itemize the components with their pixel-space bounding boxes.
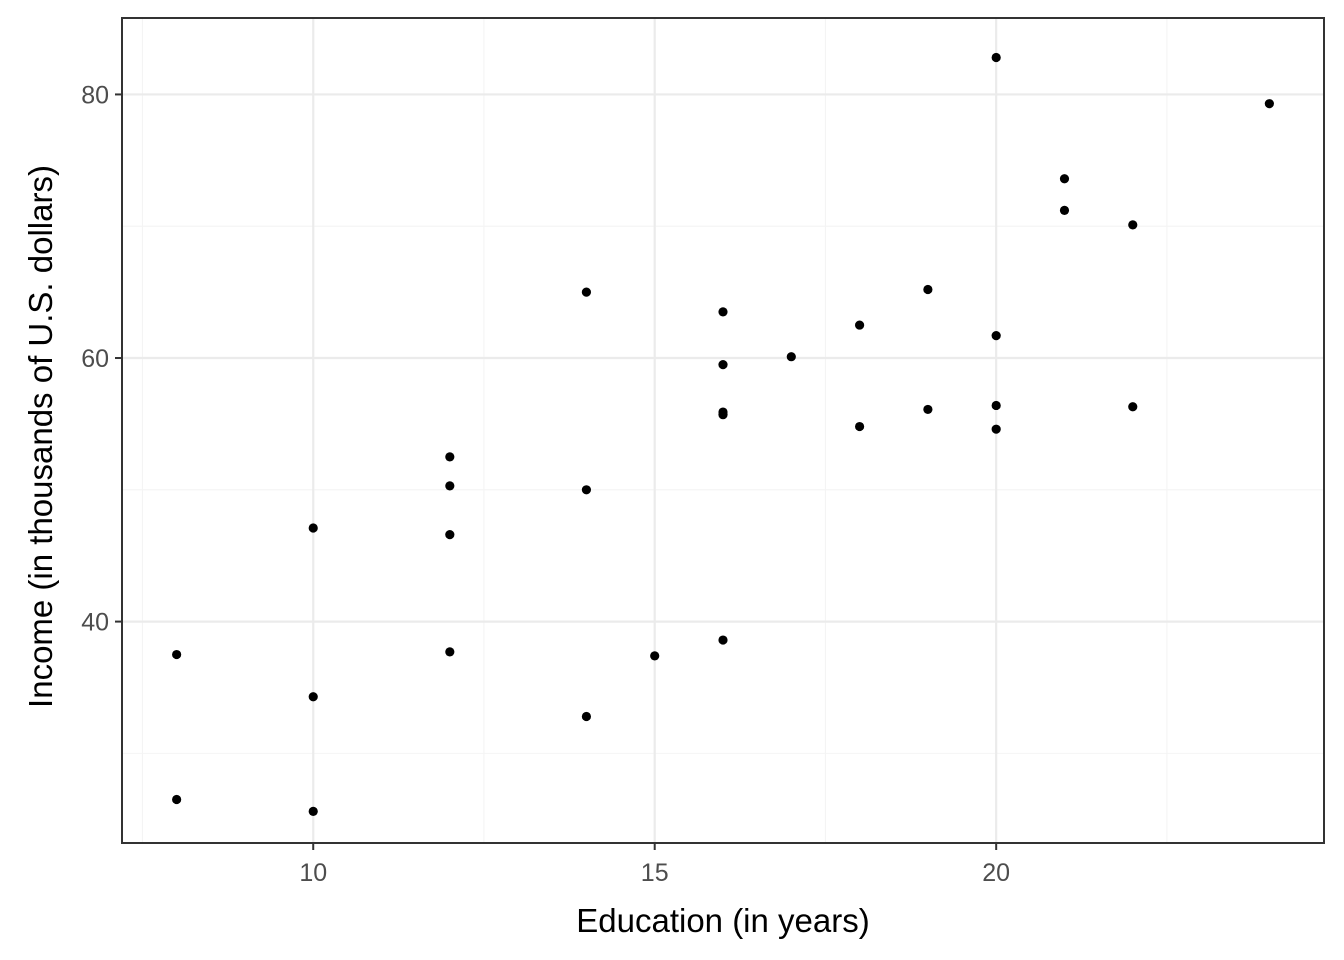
data-point xyxy=(1264,99,1274,109)
data-point xyxy=(718,635,728,645)
data-point xyxy=(308,692,318,702)
data-point xyxy=(445,647,455,657)
data-point xyxy=(650,651,660,661)
x-axis: 10 15 20 xyxy=(299,843,1010,887)
data-point xyxy=(308,806,318,816)
data-point xyxy=(854,421,865,432)
data-point xyxy=(445,452,455,462)
data-point xyxy=(991,424,1001,434)
plot-panel-border xyxy=(121,17,1325,844)
data-point xyxy=(581,485,592,495)
data-point xyxy=(445,530,455,540)
x-tick-label: 15 xyxy=(641,859,669,887)
y-tick-label: 80 xyxy=(81,81,109,109)
data-point xyxy=(172,794,182,805)
data-point xyxy=(854,320,865,330)
y-tick-label: 60 xyxy=(81,345,109,373)
data-point xyxy=(308,523,318,533)
data-points xyxy=(172,52,1274,816)
major-gridlines xyxy=(122,18,1324,843)
data-point xyxy=(581,287,592,297)
y-axis: 40 60 80 xyxy=(81,81,122,637)
x-tick-label: 20 xyxy=(982,859,1010,887)
data-point xyxy=(786,352,796,362)
data-point xyxy=(923,284,933,295)
data-point xyxy=(1059,174,1070,184)
data-point xyxy=(1128,220,1138,230)
data-point xyxy=(923,404,933,415)
data-point xyxy=(445,481,455,491)
data-point xyxy=(718,410,728,420)
data-point xyxy=(991,331,1001,341)
data-point xyxy=(718,360,728,370)
y-tick-label: 40 xyxy=(81,609,109,637)
y-axis-title: Income (in thousands of U.S. dollars) xyxy=(22,165,59,708)
data-point xyxy=(1059,205,1070,216)
data-point xyxy=(172,649,182,660)
x-axis-title: Education (in years) xyxy=(576,902,869,939)
data-point xyxy=(718,307,728,317)
x-tick-label: 10 xyxy=(299,859,327,887)
data-point xyxy=(1128,402,1138,412)
data-point xyxy=(991,400,1001,411)
minor-gridlines xyxy=(122,18,1324,843)
data-point xyxy=(581,711,592,722)
data-point xyxy=(991,52,1001,63)
